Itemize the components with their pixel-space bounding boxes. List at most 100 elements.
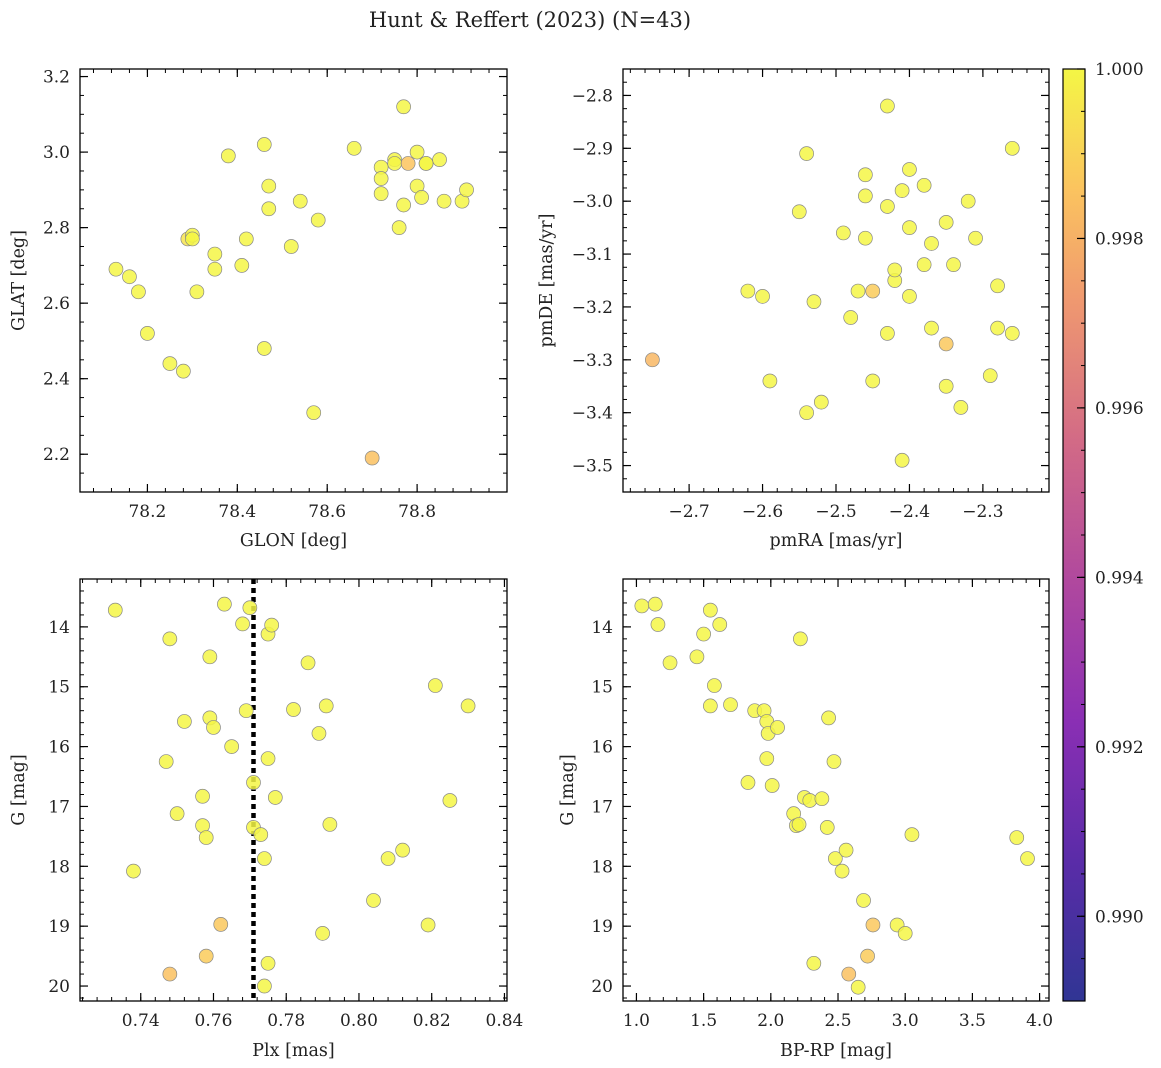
x-tick-label: 2.0 (757, 1011, 784, 1031)
scatter-point (436, 193, 452, 209)
x-tick-label: −2.6 (742, 502, 783, 522)
minor-ticks (80, 578, 507, 1001)
scatter-point (770, 720, 785, 735)
x-axis-label: BP-RP [mag] (780, 1041, 892, 1061)
y-tick-label: 18 (48, 857, 70, 877)
y-tick-label: 14 (48, 618, 70, 638)
scatter-point (843, 310, 859, 325)
y-tick-label: 17 (48, 797, 70, 817)
scatter-point (938, 214, 954, 230)
panel-plx-g: 0.74 0.76 0.78 0.80 0.82 0.84 14 15 16 17 18 19 20 Pl… (9, 578, 524, 1061)
scatter-point (650, 617, 666, 632)
scatter-point (427, 678, 443, 693)
scatter-point (902, 162, 917, 177)
x-tick-label: −2.4 (889, 502, 930, 522)
scatter-point (257, 978, 272, 994)
y-tick-label: 18 (591, 857, 613, 877)
scatter-point (819, 820, 835, 835)
panel-glon-glat: 78.2 78.4 78.6 78.8 2.2 2.4 2.6 2.8 3.0 3.2 GLON [… (9, 68, 508, 551)
axes-frame (79, 578, 508, 1002)
scatter-point (418, 156, 434, 171)
scatter-point (696, 626, 711, 642)
scatter-point (764, 778, 780, 793)
scatter-point (707, 678, 722, 693)
y-tick-label: 2.6 (43, 294, 70, 314)
x-axis-label: GLON [deg] (240, 531, 347, 551)
scatter-point (689, 649, 705, 665)
y-tick-label: −3.3 (572, 351, 613, 371)
scatter-point (924, 320, 939, 336)
scatter-point (122, 269, 137, 285)
scatter-point (946, 257, 961, 272)
scatter-point (960, 193, 976, 209)
y-tick-label: 20 (591, 977, 613, 997)
scatter-point (206, 720, 221, 735)
x-tick-label: 0.74 (122, 1011, 160, 1031)
x-tick-label: 3.0 (892, 1011, 919, 1031)
scatter-point (346, 140, 362, 156)
x-axis-label: Plx [mas] (252, 1041, 334, 1061)
scatter-point (261, 178, 277, 194)
y-tick-label: 20 (48, 977, 70, 997)
scatter-point (814, 791, 830, 807)
scatter-point (387, 156, 402, 171)
x-tick-label: 0.84 (486, 1011, 524, 1031)
scatter-point (938, 336, 954, 352)
scatter-point (834, 863, 850, 879)
axes-frame (622, 578, 1050, 1002)
scatter-point (432, 152, 447, 167)
scatter-point (189, 284, 205, 300)
y-tick-label: −3.2 (572, 298, 613, 318)
scatter-point (234, 258, 250, 273)
scatter-point (1009, 830, 1025, 845)
scatter-point (459, 182, 474, 198)
scatter-point (257, 851, 272, 866)
scatter-point (858, 167, 873, 183)
scatter-point (759, 751, 775, 766)
scatter-point (1004, 326, 1020, 341)
scatter-point (315, 926, 330, 941)
scatter-point (982, 368, 998, 384)
scatter-point (865, 917, 881, 933)
scatter-point (806, 955, 822, 971)
y-tick-label: 16 (48, 738, 70, 758)
y-tick-label: 17 (591, 797, 613, 817)
scatter-point (894, 183, 910, 198)
scatter-point (634, 598, 650, 614)
y-tick-label: −3.5 (572, 457, 613, 477)
scatter-point (793, 631, 808, 647)
x-tick-label: −2.7 (668, 502, 709, 522)
scatter-point (460, 698, 476, 714)
scatter-point (887, 262, 903, 278)
scatter-point (395, 842, 410, 858)
scatter-point (261, 201, 277, 217)
y-axis-label: GLAT [deg] (9, 230, 29, 331)
scatter-point (821, 710, 836, 726)
scatter-point (703, 698, 718, 714)
scatter-point (953, 400, 969, 415)
scatter-point (260, 751, 276, 766)
scatter-point (380, 851, 396, 866)
scatter-point (286, 702, 301, 717)
colorbar-tick-label: 1.000 (1095, 60, 1144, 80)
scatter-point (264, 617, 280, 633)
y-tick-label: 15 (591, 678, 613, 698)
scatter-point (740, 775, 756, 790)
scatter-point (880, 326, 895, 341)
scatter-point (176, 363, 191, 379)
scatter-point (897, 926, 913, 941)
scatter-point (253, 827, 269, 842)
colorbar-tick-label: 0.998 (1095, 229, 1144, 249)
x-tick-label: 1.5 (690, 1011, 717, 1031)
y-tick-label: 15 (48, 678, 70, 698)
scatter-point (916, 177, 932, 193)
y-tick-label: 19 (591, 917, 613, 937)
scatter-point (791, 204, 807, 220)
scatter-point (645, 352, 660, 368)
y-axis-label: G [mag] (558, 754, 578, 825)
scatter-point (858, 188, 873, 204)
scatter-point (865, 283, 881, 299)
x-tick-label: 2.5 (824, 1011, 851, 1031)
minor-ticks (622, 578, 1049, 1001)
scatter-point (740, 283, 756, 299)
